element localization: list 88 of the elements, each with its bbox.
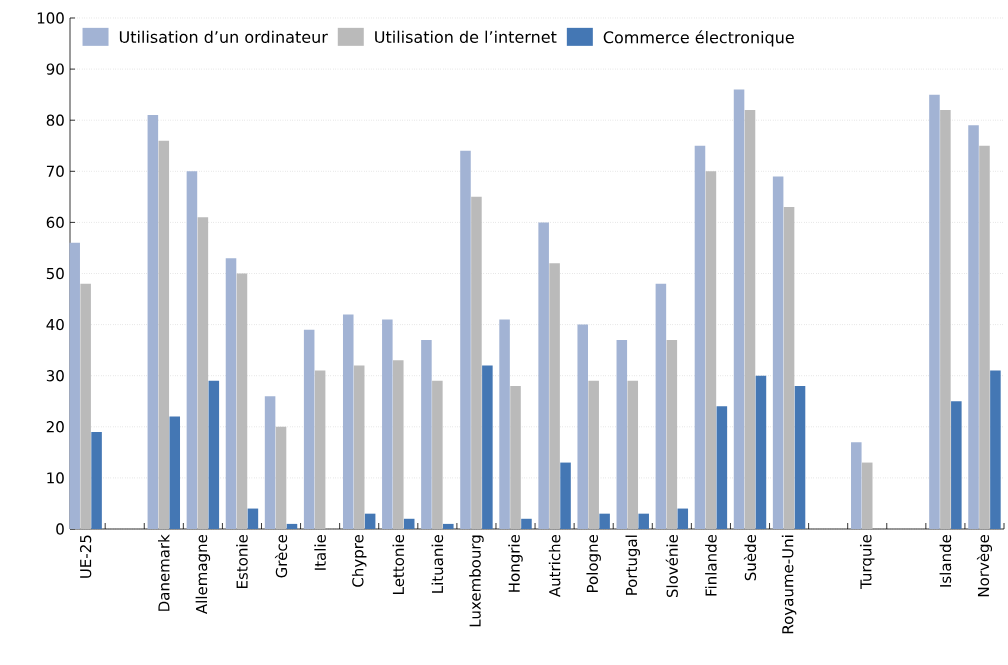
bar [521, 518, 532, 529]
x-tick-label: Pologne [586, 534, 601, 593]
bar [627, 380, 639, 529]
bar [169, 416, 181, 529]
x-tick-label: Lituanie [431, 534, 444, 593]
x-tick-label: Danemark [157, 534, 170, 611]
bar [364, 513, 376, 529]
y-tick-label: 30 [46, 370, 64, 382]
bar [588, 380, 599, 529]
bar [236, 273, 248, 529]
bar [510, 385, 521, 529]
bar [421, 339, 432, 529]
x-tick-label: Suède [743, 534, 757, 581]
y-tick-label: 80 [46, 114, 64, 126]
x-tick-label: Hongrie [508, 534, 523, 592]
bar [577, 324, 588, 529]
y-tick-label: 0 [56, 523, 64, 535]
bar [286, 523, 298, 529]
y-tick-label: 90 [46, 63, 64, 75]
bar [208, 380, 220, 529]
bar [794, 385, 806, 529]
y-tick-label: 20 [46, 421, 64, 433]
bar [382, 319, 393, 529]
x-tick-label: Lettonie [392, 534, 405, 594]
y-tick-label: 10 [47, 472, 64, 484]
bar [303, 329, 315, 529]
legend-label: Utilisation de l’internet [375, 30, 557, 44]
bar [968, 125, 979, 529]
bar [314, 370, 326, 529]
bar [951, 401, 962, 529]
bar [499, 319, 510, 529]
bar [694, 145, 706, 529]
bar [990, 370, 1001, 529]
x-tick-label: Italie [314, 534, 326, 570]
x-tick-label: Finlande [705, 534, 717, 596]
bar [979, 145, 990, 529]
bar [851, 442, 862, 529]
bar [560, 462, 571, 529]
bar [403, 518, 415, 529]
legend-label: Commerce électronique [603, 30, 794, 47]
x-tick-label: Grèce [274, 534, 288, 578]
bar [599, 513, 610, 529]
x-tick-label: Allemagne [195, 534, 211, 614]
bar [186, 171, 198, 529]
bar [225, 258, 237, 529]
y-tick-label: 40 [46, 318, 64, 331]
bar [733, 89, 745, 529]
y-tick-label: 70 [46, 165, 64, 177]
x-tick-label: Autriche [548, 534, 561, 598]
bar [616, 339, 628, 529]
x-tick-label: Norvège [976, 534, 993, 597]
x-tick-label: Chypre [351, 534, 367, 587]
bar [432, 380, 443, 529]
bar [147, 115, 159, 529]
bar [393, 360, 404, 529]
bar [443, 523, 454, 529]
bar [716, 406, 728, 529]
bar [677, 508, 689, 529]
x-tick-label: Islande [939, 534, 952, 587]
x-tick-label: Luxembourg [469, 535, 484, 627]
bar [460, 150, 471, 529]
bar [264, 396, 276, 529]
bar [80, 283, 91, 529]
legend-label: Utilisation d’un ordinateur [119, 30, 328, 44]
x-tick-label: Portugal [625, 535, 641, 595]
bar [538, 222, 549, 529]
bar [69, 242, 80, 529]
bar [638, 513, 649, 529]
x-tick-label: Estonie [236, 534, 248, 588]
bar [755, 375, 767, 529]
y-tick-label: 50 [46, 267, 64, 280]
bar [655, 283, 667, 529]
bar [929, 94, 940, 529]
bar [353, 365, 365, 529]
y-tick-label: 60 [46, 216, 64, 229]
x-tick-label: Royaume-Uni [781, 535, 797, 634]
y-tick-label: 100 [37, 12, 64, 24]
bar [705, 171, 717, 529]
bar [471, 196, 482, 529]
bar [772, 176, 784, 529]
x-tick-label: Turquie [859, 534, 875, 589]
bar [91, 431, 102, 529]
bar [197, 217, 209, 529]
x-tick-label: UE-25 [79, 535, 92, 578]
bar [247, 508, 259, 529]
x-tick-label: Slovénie [665, 534, 678, 598]
bar [342, 314, 354, 529]
bar [482, 365, 493, 529]
